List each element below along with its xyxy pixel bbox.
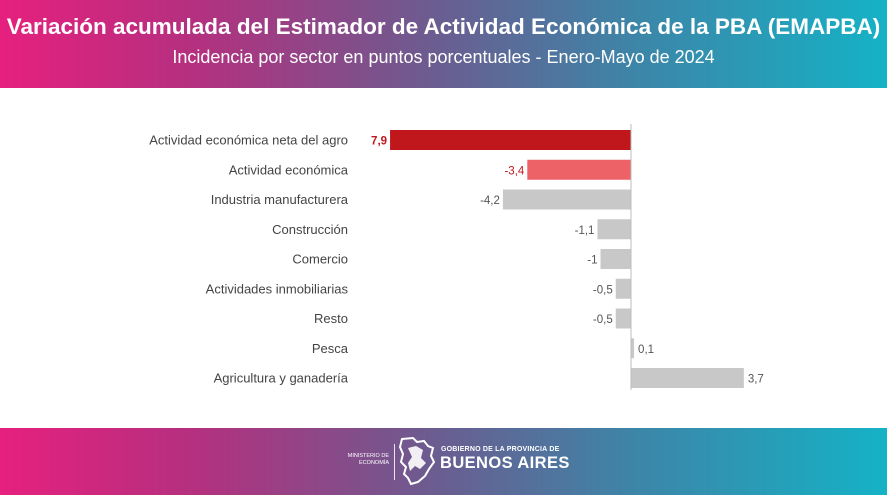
footer-banner: MINISTERIO DE ECONOMÍA GOBIERNO DE LA PR… [0,428,887,495]
category-label: Comercio [292,252,348,267]
bar-8 [631,368,744,388]
bar-6 [615,308,631,329]
value-label: 0,1 [638,344,654,356]
chart-subtitle: Incidencia por sector en puntos porcentu… [172,47,715,67]
category-label: Agricultura y ganadería [214,371,349,386]
bar-7 [631,338,635,359]
bar-5 [615,278,631,299]
category-label: Actividad económica [229,162,349,177]
bar-chart: Actividad económica neta del agro 7,9 Acti… [149,124,764,390]
bar-2 [502,189,631,210]
province-name: BUENOS AIRES [440,454,570,472]
value-label: -4,2 [480,195,500,207]
logo-divider [394,444,395,480]
category-label: Actividades inmobiliarias [206,281,349,296]
ministry-label: MINISTERIO DE ECONOMÍA [347,453,389,466]
category-label: Actividad económica neta del agro [149,133,348,148]
value-label: -1 [587,255,597,267]
category-label: Pesca [312,341,349,356]
value-label: -0,5 [593,314,613,326]
value-label: 7,9 [371,136,387,148]
category-label: Industria manufacturera [211,192,349,207]
government-label: GOBIERNO DE LA PROVINCIA DE [441,446,560,453]
category-label: Resto [314,311,348,326]
bar-4 [600,249,631,269]
bar-1 [527,159,631,180]
value-label: -3,4 [504,165,524,177]
value-label: -1,1 [575,225,595,237]
chart-title: Variación acumulada del Estimador de Act… [6,14,881,39]
value-label: 3,7 [748,374,764,386]
province-map-icon [398,436,436,486]
category-label: Construcción [272,222,348,237]
bar-3 [597,219,631,240]
header-banner: Variación acumulada del Estimador de Act… [0,0,887,88]
bar-0 [390,130,631,150]
value-label: -0,5 [593,284,613,296]
